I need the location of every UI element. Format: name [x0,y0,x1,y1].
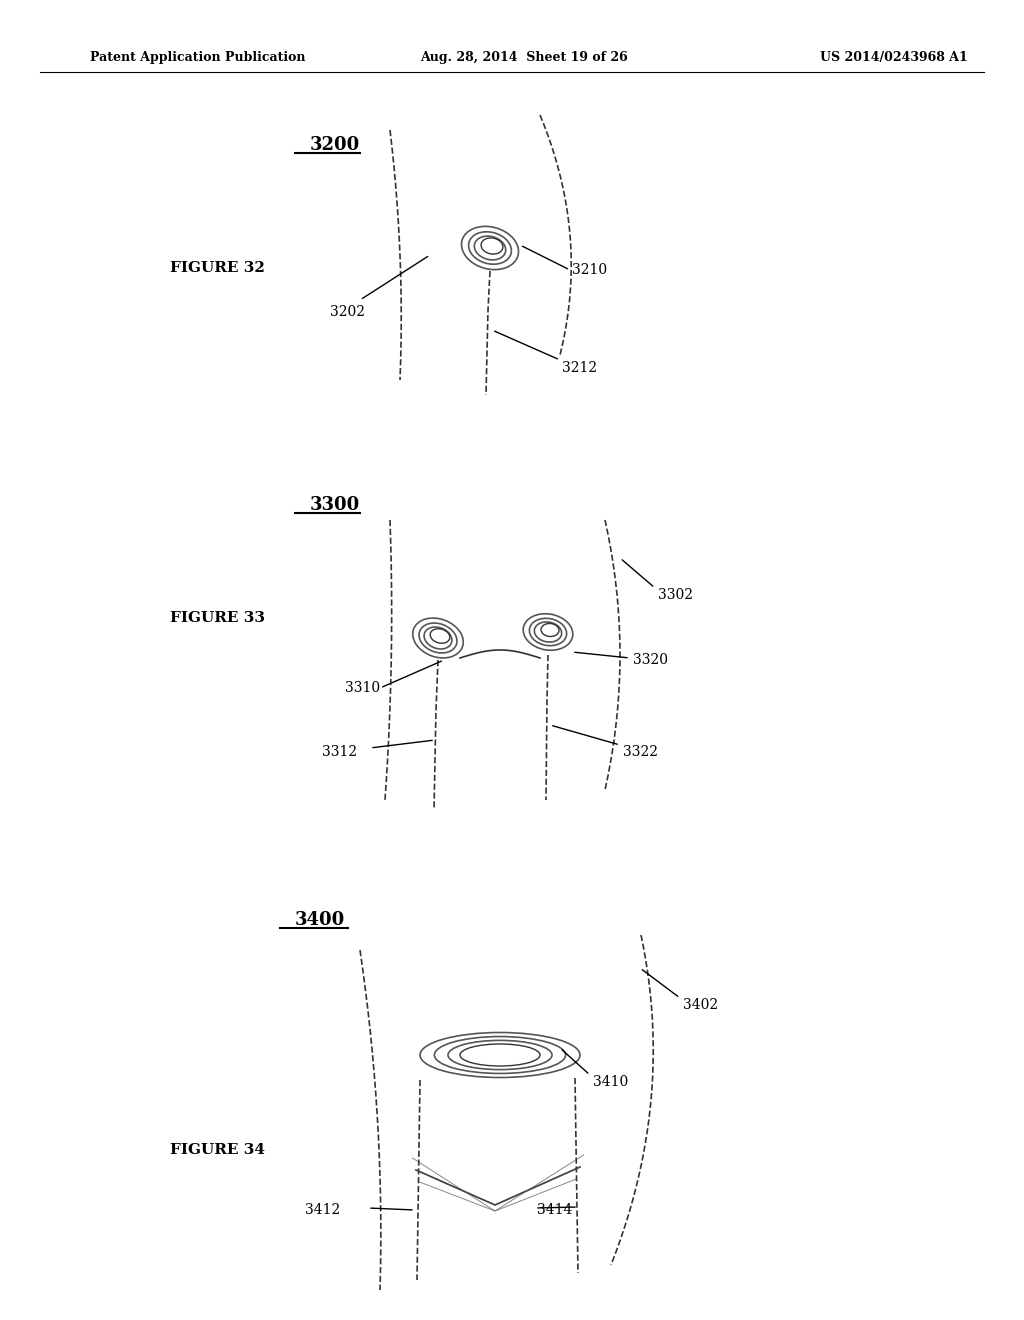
Text: Patent Application Publication: Patent Application Publication [90,51,305,65]
Text: 3312: 3312 [322,744,357,759]
Text: FIGURE 32: FIGURE 32 [170,261,265,275]
Text: 3212: 3212 [562,360,597,375]
Text: 3320: 3320 [633,653,668,667]
Text: 3300: 3300 [310,496,360,513]
Text: 3322: 3322 [623,744,658,759]
Text: 3402: 3402 [683,998,718,1012]
Text: 3412: 3412 [305,1203,340,1217]
Text: 3400: 3400 [295,911,345,929]
Text: US 2014/0243968 A1: US 2014/0243968 A1 [820,51,968,65]
Text: FIGURE 33: FIGURE 33 [170,611,265,624]
Text: 3410: 3410 [593,1074,629,1089]
Text: 3310: 3310 [345,681,380,696]
Text: 3414: 3414 [537,1203,572,1217]
Text: 3202: 3202 [330,305,365,319]
Text: 3302: 3302 [658,587,693,602]
Text: Aug. 28, 2014  Sheet 19 of 26: Aug. 28, 2014 Sheet 19 of 26 [420,51,628,65]
Text: FIGURE 34: FIGURE 34 [170,1143,265,1158]
Text: 3210: 3210 [572,263,607,277]
Text: 3200: 3200 [310,136,360,154]
